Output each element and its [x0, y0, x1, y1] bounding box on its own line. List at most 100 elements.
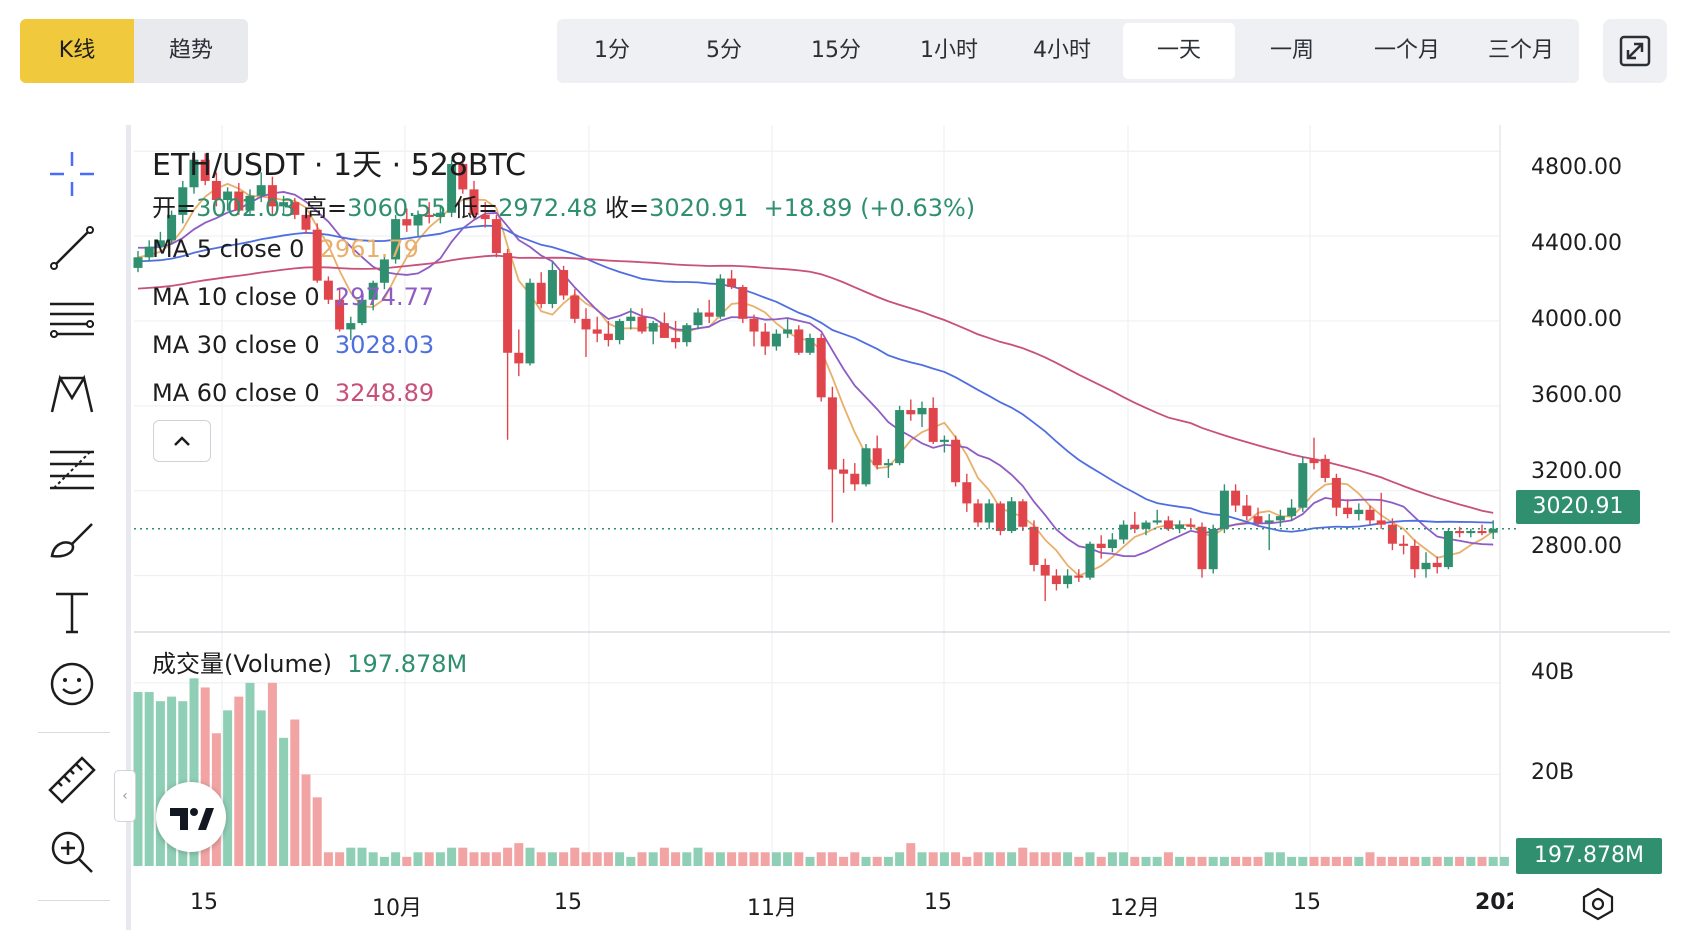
volume-bar: [1443, 856, 1453, 866]
candle-body: [323, 280, 333, 300]
volume-tag: 197.878M: [1516, 838, 1662, 874]
volume-bar: [301, 774, 311, 866]
volume-bar: [458, 847, 468, 866]
candle-body: [984, 503, 994, 523]
legend-collapse-button[interactable]: [153, 420, 211, 462]
ma60-line: [137, 254, 1494, 514]
ma30-legend[interactable]: MA 30 close 0 3028.03: [152, 331, 434, 359]
volume-bar: [895, 852, 905, 866]
crosshair-tool[interactable]: [42, 146, 102, 202]
candle-body: [1063, 575, 1073, 585]
chart-settings-button[interactable]: [1578, 884, 1618, 924]
volume-legend[interactable]: 成交量(Volume) 197.878M: [152, 644, 467, 679]
ma10-legend[interactable]: MA 10 close 0 2974.77: [152, 283, 434, 311]
candle-body: [547, 270, 557, 304]
close-value: 3020.91: [649, 194, 749, 222]
volume-bar: [402, 856, 412, 866]
interval-1mo[interactable]: 一个月: [1373, 38, 1440, 63]
volume-bar: [1432, 856, 1442, 866]
ma30-label: MA 30 close 0: [152, 331, 320, 359]
candle-body: [693, 312, 703, 326]
candle-body: [200, 159, 210, 181]
emoji-tool[interactable]: [42, 656, 102, 712]
candle-body: [592, 329, 602, 334]
volume-bar: [738, 852, 748, 866]
volume-bar: [1264, 852, 1274, 866]
volume-bar: [1499, 856, 1509, 866]
candle-body: [189, 159, 199, 188]
text-tool[interactable]: [42, 584, 102, 640]
candle-body: [133, 257, 143, 268]
volume-bar: [581, 852, 591, 866]
ma5-legend[interactable]: MA 5 close 0 2961.79: [152, 235, 419, 263]
change-value: +18.89 (+0.63%): [763, 194, 976, 222]
candle-body: [1029, 526, 1039, 565]
candle-body: [883, 463, 893, 466]
volume-bar: [491, 852, 501, 866]
zoom-tool[interactable]: [42, 824, 102, 880]
interval-1h[interactable]: 1小时: [920, 38, 978, 63]
volume-bar: [1175, 856, 1185, 866]
volume-bar: [984, 852, 994, 866]
interval-4h[interactable]: 4小时: [1033, 38, 1091, 63]
price-axis-label: 3600.00: [1531, 383, 1622, 408]
chevron-up-icon: [174, 436, 190, 446]
interval-selector: 1分 5分 15分 1小时 4小时 一天 一周 一个月 三个月: [557, 19, 1579, 83]
interval-1w[interactable]: 一周: [1269, 38, 1314, 63]
interval-15m[interactable]: 15分: [811, 38, 861, 63]
collapse-toolbar-tab[interactable]: ‹: [114, 770, 136, 822]
parallel-lines-tool[interactable]: [42, 292, 102, 348]
volume-axis-label: 40B: [1531, 660, 1575, 685]
volume-bar: [1119, 852, 1129, 866]
brush-tool[interactable]: [42, 512, 102, 568]
measure-tool[interactable]: [42, 752, 102, 808]
tab-kline[interactable]: K线: [20, 19, 134, 83]
volume-bar: [1287, 856, 1297, 866]
candle-body: [771, 333, 781, 347]
volume-bar: [480, 852, 490, 866]
ma60-legend[interactable]: MA 60 close 0 3248.89: [152, 379, 434, 407]
candle-body: [245, 195, 255, 211]
candle-body: [144, 246, 154, 258]
smiley-icon: [50, 662, 94, 706]
toolbar-divider: [38, 732, 110, 733]
volume-bar: [1376, 856, 1386, 866]
candle-body: [1074, 575, 1084, 578]
pattern-tool[interactable]: [42, 366, 102, 422]
candle-body: [839, 469, 849, 474]
candle-body: [1354, 509, 1364, 515]
fullscreen-button[interactable]: [1603, 19, 1667, 83]
volume-bar: [346, 847, 356, 866]
trend-line-tool[interactable]: [42, 220, 102, 276]
candle-body: [1410, 545, 1420, 570]
open-label: 开=: [152, 194, 197, 222]
volume-axis-label: 20B: [1531, 760, 1575, 785]
candle-body: [1130, 524, 1140, 529]
volume-bar: [525, 847, 535, 866]
volume-bar: [1275, 852, 1285, 866]
interval-1d[interactable]: 一天: [1123, 23, 1235, 79]
tab-trend[interactable]: 趋势: [134, 19, 248, 83]
candle-body: [1119, 524, 1129, 540]
fib-tool[interactable]: [42, 440, 102, 496]
interval-5m[interactable]: 5分: [706, 38, 742, 63]
candle-body: [861, 448, 871, 485]
volume-bar: [447, 847, 457, 866]
candle-body: [917, 407, 927, 415]
volume-bar: [693, 847, 703, 866]
candle-body: [234, 191, 244, 211]
candle-body: [480, 214, 490, 220]
candle-body: [1219, 490, 1229, 529]
interval-1m[interactable]: 1分: [594, 38, 630, 63]
chart-left-border: [126, 125, 131, 930]
candle-body: [379, 259, 389, 283]
volume-bar: [1354, 856, 1364, 866]
candle-body: [424, 214, 434, 217]
volume-bar: [167, 696, 177, 866]
interval-3mo[interactable]: 三个月: [1487, 38, 1554, 63]
price-axis-label: 4800.00: [1531, 155, 1622, 180]
volume-bar: [1163, 852, 1173, 866]
ma5-label: MA 5 close 0: [152, 235, 305, 263]
volume-bar: [928, 852, 938, 866]
